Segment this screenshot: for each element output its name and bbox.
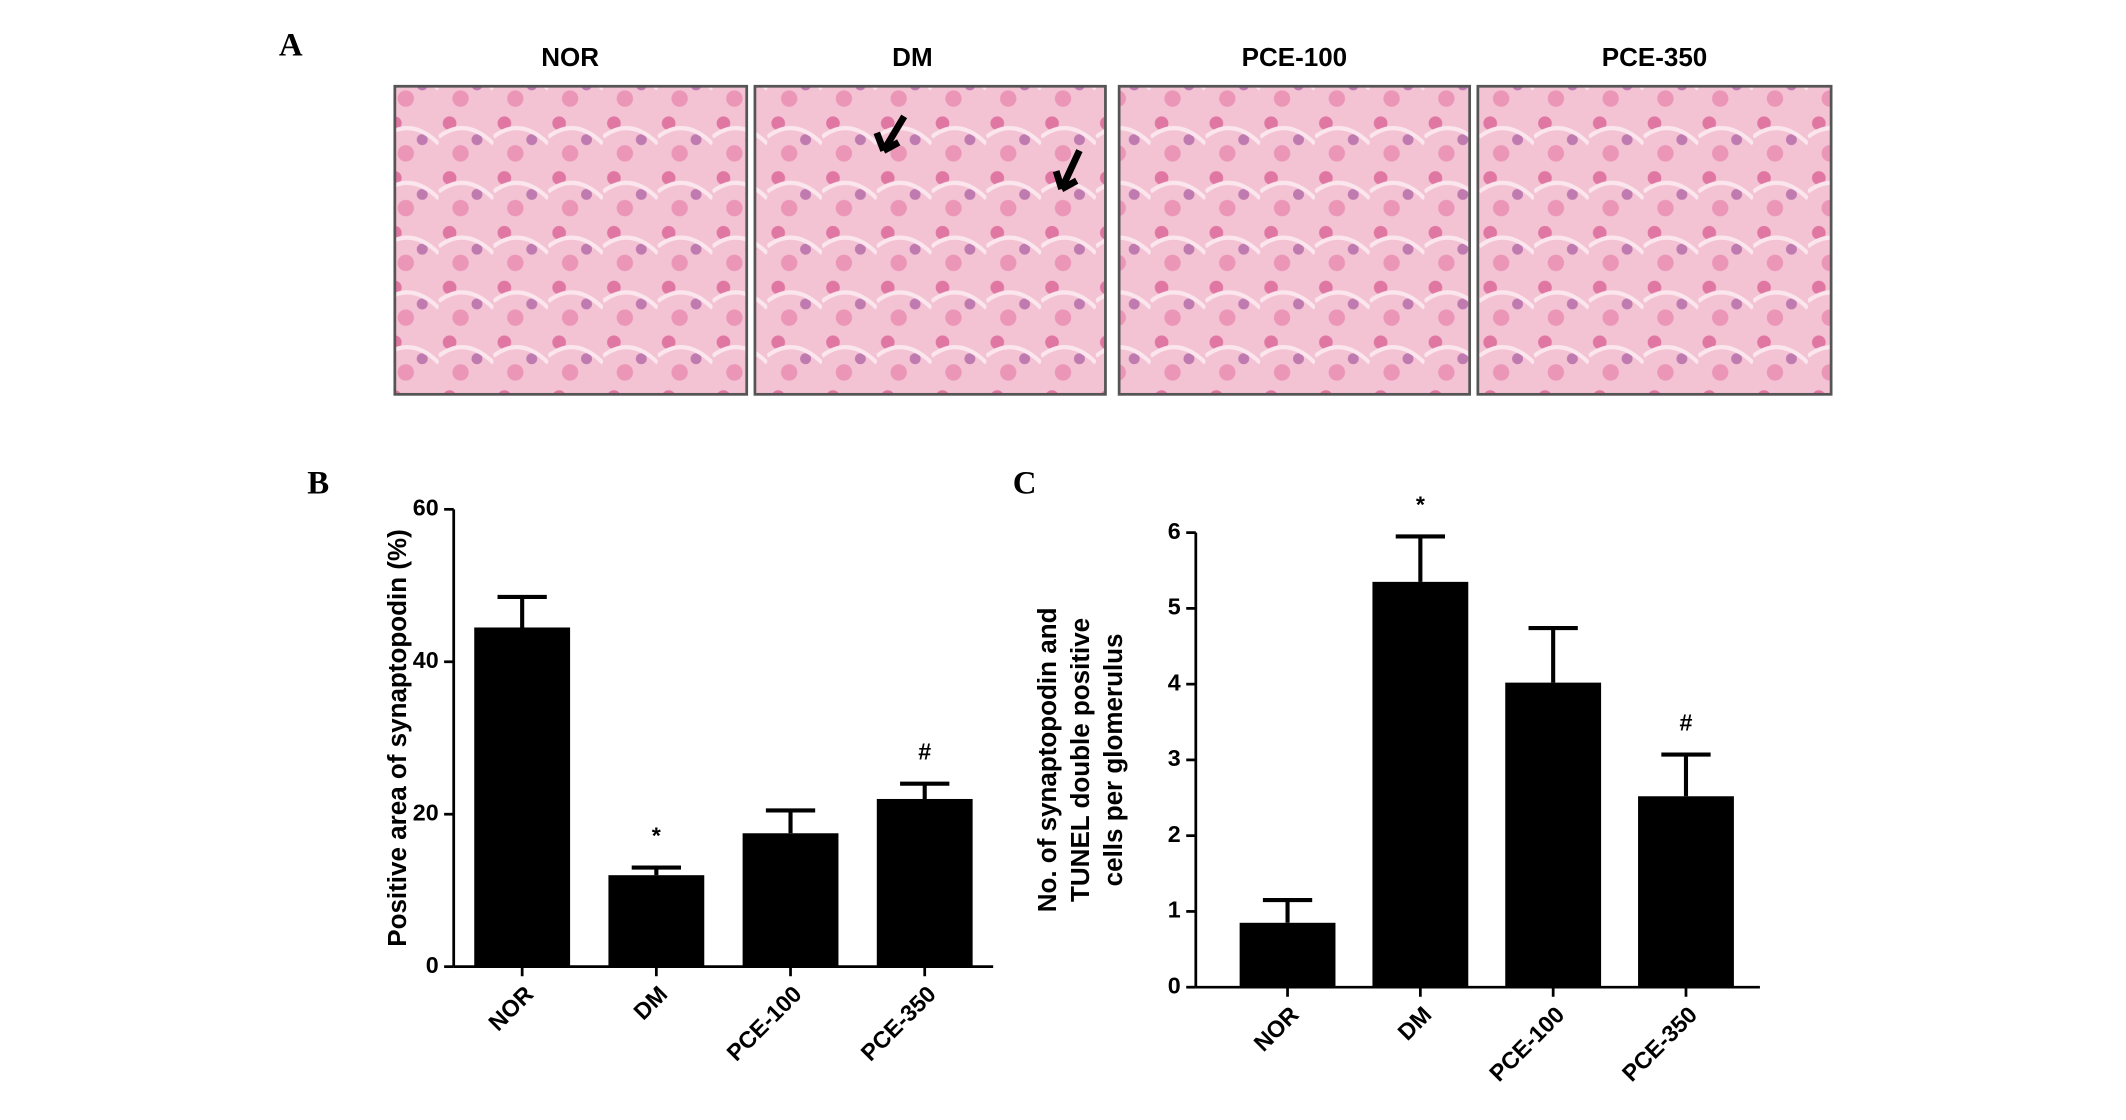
annotation: #: [918, 739, 931, 765]
y-tick-label: 4: [1168, 669, 1181, 695]
bar: [608, 875, 705, 967]
panel-label: B: [307, 466, 329, 502]
y-tick-label: 1: [1168, 897, 1181, 923]
image-label: DM: [892, 42, 932, 72]
y-tick-label: 5: [1168, 594, 1181, 620]
y-tick-label: 0: [426, 952, 439, 978]
error-bar: [900, 781, 950, 799]
micrograph: [393, 84, 749, 396]
micrograph: [1476, 84, 1833, 396]
micrograph: [753, 84, 1107, 396]
x-tick-label: NOR: [483, 981, 538, 1036]
error-bar: [1661, 752, 1711, 797]
y-axis-label: No. of synaptopodin and: [1032, 608, 1062, 913]
x-tick-label: DM: [1392, 1001, 1436, 1045]
annotation: *: [652, 823, 662, 849]
y-tick-label: 40: [413, 647, 439, 673]
annotation: *: [1416, 491, 1426, 517]
panel-label: A: [279, 27, 303, 63]
y-tick-label: 6: [1168, 518, 1181, 544]
y-axis-label: Positive area of synaptopodin (%): [382, 529, 412, 947]
bar: [1505, 682, 1602, 988]
y-axis-label: TUNEL double positive: [1065, 618, 1095, 902]
x-tick-label: DM: [628, 981, 672, 1025]
micrograph: [1117, 84, 1472, 396]
panel-label: C: [1013, 466, 1037, 502]
y-tick-label: 20: [413, 799, 439, 825]
x-tick-label: PCE-350: [856, 981, 941, 1066]
error-bar: [765, 808, 816, 834]
x-tick-label: NOR: [1249, 1001, 1304, 1056]
error-bar: [1528, 626, 1578, 683]
bar: [876, 798, 973, 967]
error-bar: [497, 594, 547, 628]
x-tick-label: PCE-100: [1484, 1001, 1569, 1086]
bar: [1239, 922, 1336, 988]
y-tick-label: 60: [413, 494, 439, 520]
x-tick-label: PCE-100: [721, 981, 806, 1066]
y-tick-label: 2: [1168, 821, 1181, 847]
y-axis-label: cells per glomerulus: [1098, 633, 1128, 886]
bar: [742, 833, 839, 967]
arrow: [1052, 149, 1083, 192]
error-bar: [631, 865, 681, 876]
x-tick-label: PCE-350: [1617, 1001, 1702, 1086]
y-tick-label: 3: [1168, 745, 1181, 771]
image-label: NOR: [541, 42, 599, 72]
error-bar: [1395, 534, 1446, 582]
annotation: #: [1680, 710, 1693, 736]
y-tick-label: 0: [1168, 972, 1181, 998]
image-label: PCE-100: [1242, 42, 1348, 72]
bar: [474, 627, 571, 967]
arrow: [873, 114, 908, 154]
bar: [1638, 796, 1734, 988]
error-bar: [1262, 898, 1313, 923]
bar: [1372, 581, 1469, 988]
image-row: NOR DM PCE-100 PCE-350: [393, 42, 1833, 396]
image-label: PCE-350: [1602, 42, 1708, 72]
